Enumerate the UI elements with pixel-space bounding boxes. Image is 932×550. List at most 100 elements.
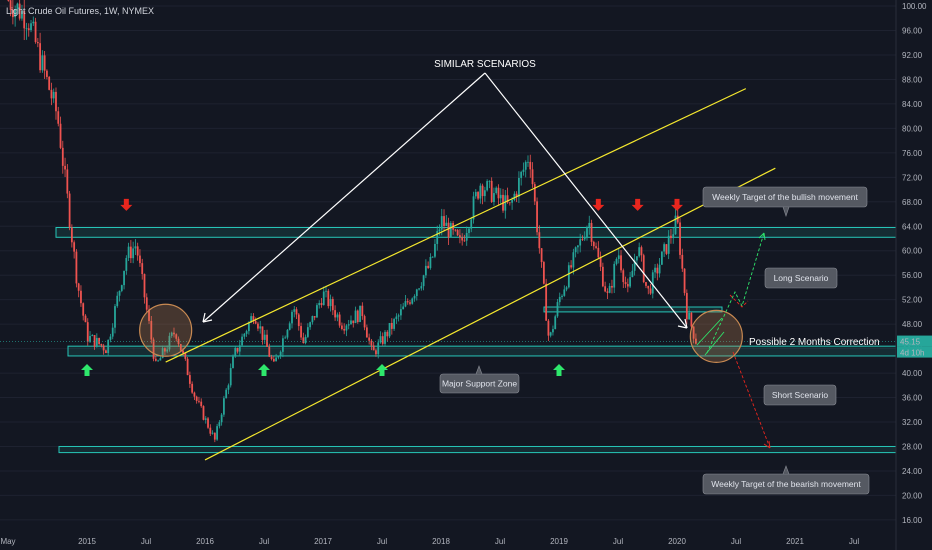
price-tick-label: 60.00 (902, 247, 923, 256)
candle-body (111, 327, 114, 337)
candle-body (445, 222, 448, 226)
time-axis: May 2015 Jul 2016 Jul 2017 Jul 2018 Jul 2019 Jul 20… (0, 537, 859, 546)
candle-body (213, 432, 216, 440)
candle-body (220, 414, 223, 423)
candle-body (86, 322, 89, 342)
candle-body (620, 255, 622, 271)
candle-body (241, 336, 243, 346)
candle-body (209, 427, 212, 434)
candle-body (41, 55, 44, 71)
candle-body (418, 288, 420, 290)
candle-body (538, 232, 541, 249)
candle-body (129, 246, 132, 259)
candle-body (667, 235, 670, 254)
candle-body (293, 309, 296, 312)
price-tick-label: 40.00 (902, 369, 923, 378)
candle-body (218, 422, 221, 427)
candle-body (472, 196, 475, 220)
candle-body (604, 286, 607, 292)
candle-body (483, 190, 486, 197)
candle-body (479, 185, 482, 199)
candle-body (638, 247, 641, 257)
candle-body (649, 288, 652, 294)
candle-body (254, 321, 257, 324)
candle-body (570, 265, 573, 268)
candle-body (443, 216, 445, 226)
candle-body (540, 248, 543, 263)
candle-body (622, 270, 625, 283)
candle-body (463, 240, 466, 242)
candle-body (18, 3, 21, 19)
candle-body (386, 331, 389, 337)
candle-body (438, 229, 441, 232)
candle-body (200, 401, 203, 407)
candle-body (377, 342, 380, 355)
candle-body (30, 23, 32, 31)
candle-body (409, 302, 411, 304)
candle-body (363, 316, 366, 328)
candle-body (404, 301, 407, 307)
candle-body (84, 315, 87, 323)
candle-body (354, 310, 357, 324)
time-tick-label: 2017 (314, 537, 332, 546)
candle-body (497, 187, 500, 199)
candle-body (645, 282, 647, 286)
price-tick-label: 28.00 (902, 442, 923, 451)
candle-body (424, 265, 427, 276)
candle-body (118, 290, 121, 296)
candle-body (665, 244, 668, 254)
candle-body (561, 295, 563, 297)
candle-body (334, 310, 337, 318)
channel-upper-line (165, 88, 747, 363)
candle-body (14, 9, 17, 18)
candle-body (672, 234, 675, 239)
candle-body (670, 235, 672, 239)
candle-body (43, 55, 46, 71)
candle-body (379, 336, 382, 343)
candle-body (261, 326, 264, 340)
arrow-down-marker (592, 198, 605, 211)
candle-body (198, 400, 200, 402)
candle-body (692, 326, 695, 339)
candle-body (545, 283, 548, 321)
candle-body (311, 316, 314, 323)
time-tick-label: Jul (141, 537, 151, 546)
candle-body (356, 310, 359, 323)
zone-resistance (55, 226, 897, 238)
candle-body (365, 327, 368, 338)
candle-body (329, 298, 332, 307)
candle-body (202, 406, 205, 420)
candle-body (50, 89, 53, 99)
candle-body (23, 10, 26, 29)
candle-body (586, 227, 588, 239)
time-tick-label: 2019 (550, 537, 568, 546)
arrow-up-marker (81, 363, 93, 376)
arrow-up-marker (376, 363, 388, 376)
candle-body (247, 322, 250, 332)
candle-body (66, 169, 69, 194)
candle-body (542, 262, 545, 284)
arrow-down-marker (671, 198, 683, 211)
similar-arrowhead-right (677, 318, 688, 329)
candle-body (238, 345, 241, 352)
short-scenario-label-box (763, 384, 837, 406)
candle-body (529, 161, 532, 170)
candle-body (583, 238, 586, 240)
candle-body (145, 297, 148, 310)
short-scenario-path (732, 351, 771, 449)
price-tag-value: 45.15 (900, 338, 921, 347)
candle-body (275, 357, 278, 362)
candle-body (601, 266, 604, 287)
candle-body (279, 351, 282, 357)
candle-body (477, 192, 479, 199)
long-scenario-label-text: Long Scenario (774, 273, 829, 283)
similar-arrow-right (484, 72, 688, 329)
time-tick-label: Jul (495, 537, 505, 546)
candle-body (234, 347, 237, 357)
candle-body (388, 322, 391, 337)
candle-body (563, 289, 566, 296)
candle-body (518, 177, 520, 197)
time-tick-label: Jul (849, 537, 859, 546)
candle-body (75, 251, 78, 284)
